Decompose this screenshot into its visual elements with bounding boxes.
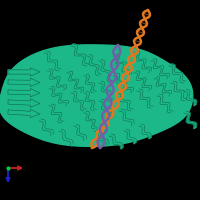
Polygon shape: [124, 129, 136, 144]
Polygon shape: [134, 51, 152, 73]
Polygon shape: [8, 78, 40, 87]
Polygon shape: [114, 74, 133, 93]
Polygon shape: [84, 111, 97, 129]
Polygon shape: [44, 51, 61, 71]
Polygon shape: [99, 81, 113, 101]
Polygon shape: [59, 129, 73, 146]
Polygon shape: [151, 59, 170, 79]
Polygon shape: [8, 89, 40, 97]
Polygon shape: [67, 71, 84, 93]
Polygon shape: [49, 87, 68, 106]
Polygon shape: [74, 124, 86, 141]
Polygon shape: [117, 91, 133, 111]
Polygon shape: [87, 54, 101, 76]
Polygon shape: [169, 64, 186, 83]
Polygon shape: [71, 44, 89, 66]
Polygon shape: [137, 89, 153, 108]
Polygon shape: [184, 111, 197, 129]
Polygon shape: [184, 89, 197, 106]
Polygon shape: [8, 109, 40, 118]
Polygon shape: [154, 77, 172, 96]
Polygon shape: [8, 68, 40, 76]
Polygon shape: [84, 91, 96, 111]
Polygon shape: [94, 129, 109, 146]
Polygon shape: [99, 59, 113, 83]
Polygon shape: [8, 99, 40, 107]
Polygon shape: [119, 109, 134, 126]
Polygon shape: [84, 74, 96, 93]
Polygon shape: [39, 119, 53, 136]
Polygon shape: [139, 124, 151, 139]
Polygon shape: [71, 91, 86, 111]
Polygon shape: [109, 134, 123, 149]
Polygon shape: [49, 104, 64, 123]
Polygon shape: [0, 45, 193, 146]
Polygon shape: [47, 69, 67, 91]
Polygon shape: [171, 81, 187, 101]
Polygon shape: [157, 94, 173, 113]
Polygon shape: [114, 54, 132, 76]
Polygon shape: [134, 71, 152, 91]
Polygon shape: [99, 99, 114, 119]
